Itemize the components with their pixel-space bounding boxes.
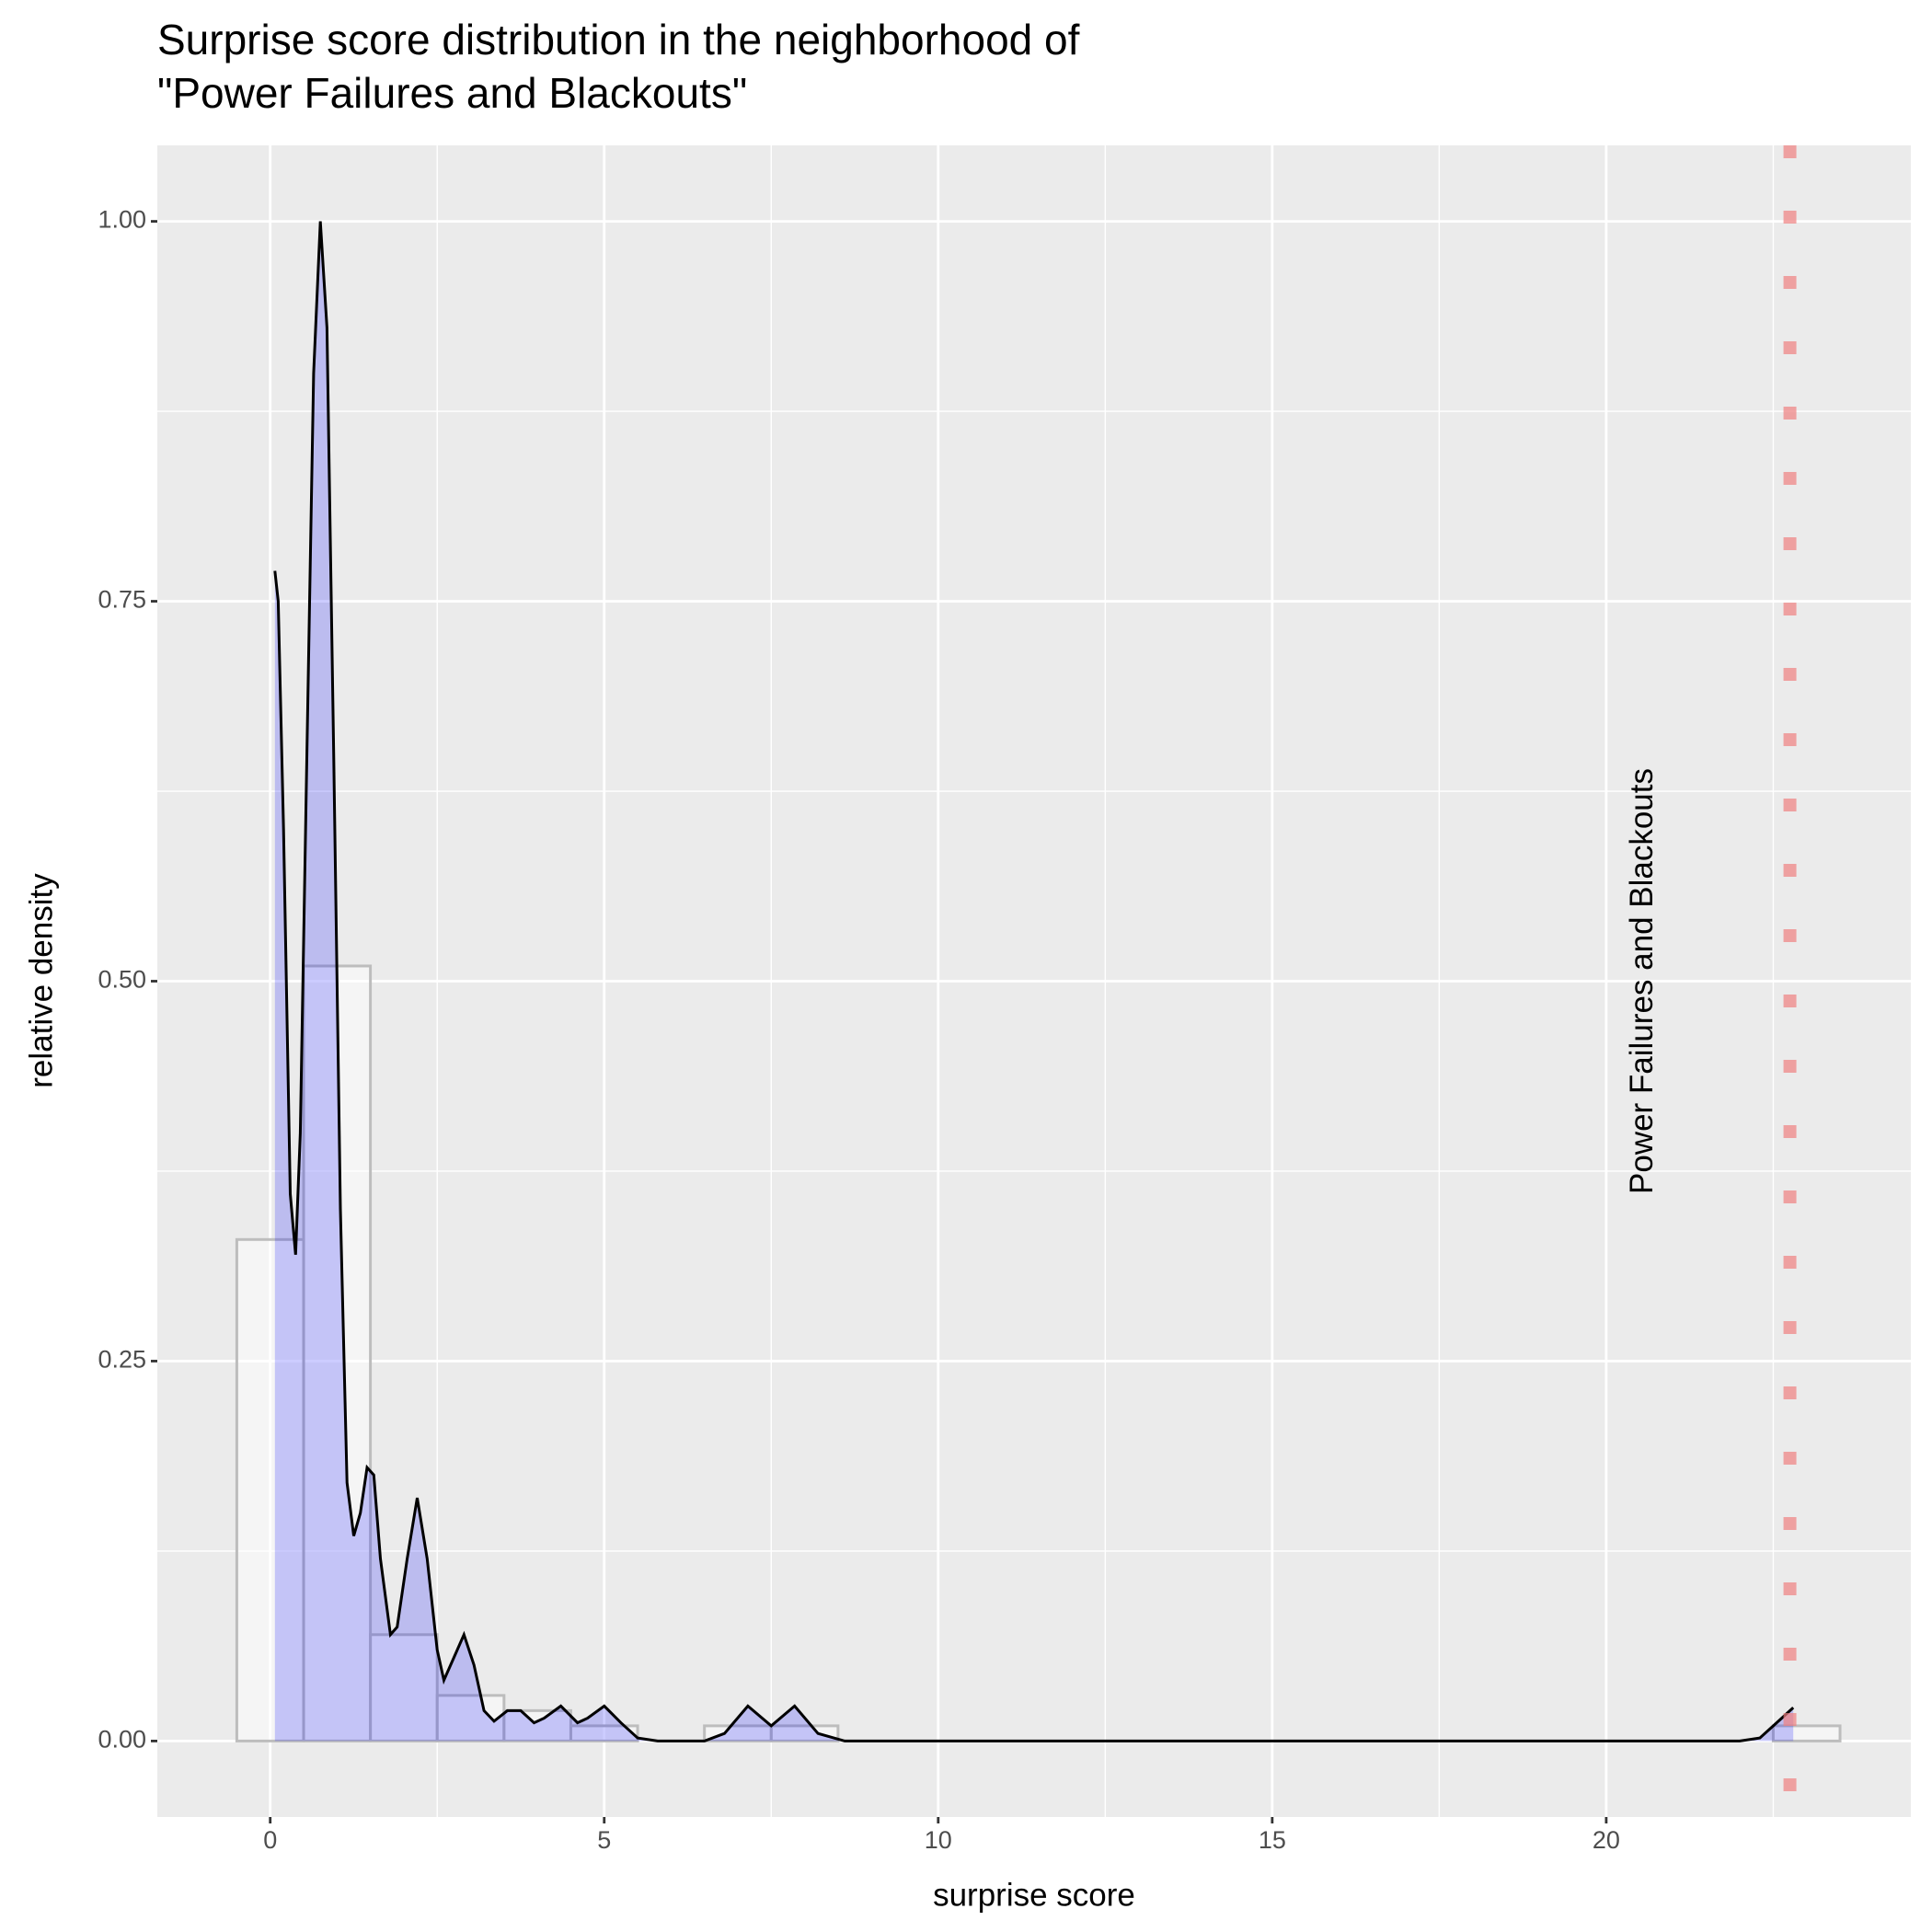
density-line bbox=[273, 221, 1795, 1742]
y-tick-label: 0.75 bbox=[98, 586, 146, 614]
histogram-bar bbox=[1771, 1724, 1842, 1742]
density-area bbox=[274, 221, 1794, 1742]
histogram-bar bbox=[235, 1237, 305, 1742]
annotation: Power Failures and Blackouts bbox=[1624, 768, 1660, 1194]
y-tick-label: 0.50 bbox=[98, 966, 146, 994]
histogram-bar bbox=[769, 1724, 840, 1742]
y-tick-label: 1.00 bbox=[98, 206, 146, 234]
histogram-bar bbox=[302, 964, 373, 1742]
x-tick-label: 5 bbox=[597, 1826, 611, 1854]
chart-title: "Power Failures and Blackouts" bbox=[157, 69, 747, 117]
x-tick-label: 0 bbox=[263, 1826, 277, 1854]
histogram-bar bbox=[569, 1724, 639, 1742]
x-tick-label: 15 bbox=[1259, 1826, 1286, 1854]
histogram-bar bbox=[369, 1633, 439, 1742]
y-axis-title: relative density bbox=[23, 873, 59, 1088]
x-axis-title: surprise score bbox=[933, 1877, 1135, 1913]
chart-title: Surprise score distribution in the neigh… bbox=[157, 16, 1080, 63]
y-tick-label: 0.00 bbox=[98, 1726, 146, 1754]
x-tick-label: 20 bbox=[1593, 1826, 1620, 1854]
y-tick-label: 0.25 bbox=[98, 1346, 146, 1374]
histogram-bar bbox=[502, 1708, 572, 1742]
x-tick-label: 10 bbox=[925, 1826, 952, 1854]
